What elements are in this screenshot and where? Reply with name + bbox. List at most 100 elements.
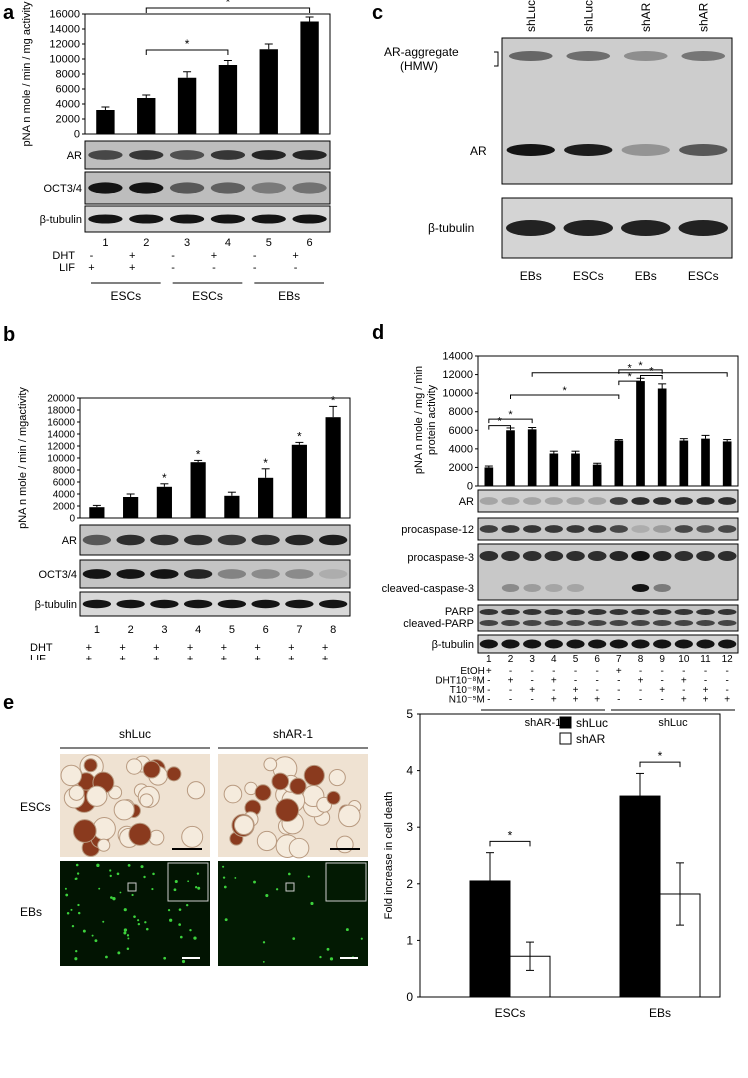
fluorescent-dot xyxy=(117,951,121,955)
y-tick-label: 6000 xyxy=(449,425,473,437)
blot-0-band xyxy=(251,534,280,546)
blot-0-band xyxy=(169,150,205,160)
blot-0-band xyxy=(116,534,145,546)
blot-procasp12-band xyxy=(653,525,672,533)
bar xyxy=(137,98,156,134)
fluorescent-dot xyxy=(126,934,130,937)
blot-label: AR xyxy=(62,535,77,547)
condition-value: - xyxy=(509,666,512,677)
significance-star: * xyxy=(185,37,190,51)
bar xyxy=(619,795,661,998)
cleaved-parp-band xyxy=(652,620,672,626)
bar xyxy=(549,453,559,486)
condition-value: + xyxy=(703,695,709,706)
panel-c-figure: shLuc shLuc shAR shAR AR-aggregate(HMW) AR β-t… xyxy=(384,0,733,283)
fluorescent-dot xyxy=(131,893,134,897)
cell xyxy=(336,835,354,854)
condition-value: - xyxy=(595,666,598,677)
parp-band xyxy=(674,609,694,615)
fluorescent-dot xyxy=(127,937,130,940)
fluorescent-dot xyxy=(187,880,190,883)
y-tick-label: 8000 xyxy=(56,69,80,81)
y-axis-label: pNA n mole / min / mgactivity xyxy=(17,387,29,529)
ar-band xyxy=(621,144,670,156)
condition-value: + xyxy=(288,654,294,661)
panel-e-letter: e xyxy=(3,692,15,714)
ar-label: AR xyxy=(470,144,487,158)
blot-tubulin-band xyxy=(674,639,693,649)
panel-d-groups: shAR-1 shLuc xyxy=(370,706,748,736)
blot-0-band xyxy=(150,534,179,546)
condition-value: + xyxy=(221,654,227,661)
fluorescent-dot xyxy=(189,928,192,932)
y-tick-label: 2000 xyxy=(56,114,80,126)
fluorescent-dot xyxy=(123,928,128,932)
blot-1-band xyxy=(82,569,112,579)
cell xyxy=(271,772,290,791)
blot-1-band xyxy=(88,182,123,194)
lane-number: 1 xyxy=(102,237,108,249)
fluorescent-dot xyxy=(179,935,183,939)
blot-label: cleaved-caspase-3 xyxy=(382,583,474,595)
blot-tubulin-band xyxy=(566,639,585,649)
procaspase3-band xyxy=(696,551,715,561)
y-tick-label: 2 xyxy=(406,877,413,891)
blot-label: procaspase-12 xyxy=(401,524,474,536)
significance-star: * xyxy=(563,385,568,397)
condition-value: - xyxy=(530,695,533,706)
fluorescent-dot xyxy=(197,886,201,890)
bar xyxy=(259,49,278,134)
fluorescent-dot xyxy=(123,908,127,912)
significance-star: * xyxy=(226,0,231,9)
fluorescent-dot xyxy=(119,891,122,894)
fluorescent-dot xyxy=(91,934,94,937)
lane-number: 9 xyxy=(659,654,665,665)
condition-value: - xyxy=(487,685,490,696)
bar xyxy=(484,467,494,486)
blot-2-band xyxy=(150,599,179,609)
lane-number: 8 xyxy=(638,654,644,665)
micrograph xyxy=(60,861,210,966)
panel-a-figure: 0 2000 4000 6000 8000 10000 12000 14000 16000 pNA… xyxy=(21,0,331,303)
condition-value: - xyxy=(253,250,257,262)
significance-star: * xyxy=(628,371,633,383)
cell xyxy=(142,760,161,779)
panel-d-groups-figure: shAR-1 shLuc xyxy=(481,709,735,729)
cell xyxy=(233,814,254,836)
y-tick-label: 12000 xyxy=(442,369,473,381)
bottom-lane-label: ESCs xyxy=(573,269,604,283)
cell xyxy=(181,825,204,848)
fluorescent-dot xyxy=(116,872,120,876)
significance-bracket xyxy=(488,425,511,430)
significance-bracket xyxy=(618,369,663,374)
fluorescent-dot xyxy=(140,865,144,869)
blot-ar-band xyxy=(674,497,693,505)
blot-ar-band xyxy=(718,497,737,505)
condition-value: - xyxy=(574,676,577,687)
tubulin-band xyxy=(621,220,671,236)
condition-value: - xyxy=(682,685,685,696)
bottom-lane-label: ESCs xyxy=(688,269,719,283)
y-tick-label: 14000 xyxy=(442,351,473,363)
blot-0-band xyxy=(251,150,286,160)
plot-frame xyxy=(477,355,739,487)
fluorescent-dot xyxy=(181,959,186,964)
y-tick-label: 16000 xyxy=(47,418,75,429)
tubulin-band xyxy=(506,220,556,236)
cell xyxy=(223,784,243,804)
cell xyxy=(288,837,310,859)
cleaved-parp-band xyxy=(717,620,737,626)
panel-c: c shLuc shLuc shAR shAR AR-aggregate (HMW) AR β… xyxy=(370,0,748,300)
bar xyxy=(300,21,319,134)
bar xyxy=(258,477,274,518)
blot-1-band xyxy=(169,182,205,194)
condition-value: + xyxy=(119,642,125,654)
y-axis-label-1: pNA n mole / mg / min xyxy=(413,366,425,474)
condition-value: - xyxy=(639,695,642,706)
lane-number: 10 xyxy=(678,654,690,665)
ar-blot-frame xyxy=(501,37,733,185)
condition-value: - xyxy=(639,666,642,677)
significance-bracket xyxy=(145,49,229,55)
blot-2-band xyxy=(82,599,112,609)
plot-frame xyxy=(419,713,721,998)
